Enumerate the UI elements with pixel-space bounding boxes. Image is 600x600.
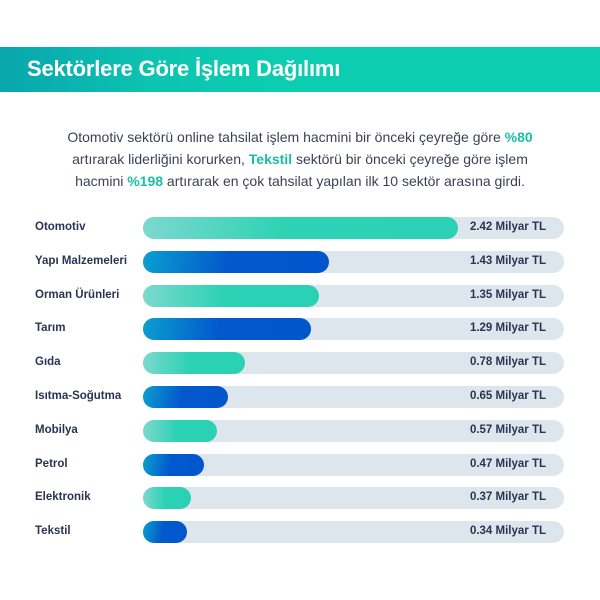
bar-category-label: Otomotiv [35, 221, 86, 233]
bar-value-label: 0.65 Milyar TL [469, 390, 546, 402]
highlight-tekstil: Tekstil [248, 151, 293, 167]
intro-paragraph: Otomotiv sektörü online tahsilat işlem h… [60, 126, 540, 192]
bar-row: Mobilya 0.57 Milyar TL [0, 419, 600, 442]
bar-track: 0.78 Milyar TL [143, 352, 564, 375]
bar-track: 0.37 Milyar TL [143, 487, 564, 510]
bar-category-label: Tekstil [35, 525, 71, 538]
bar-value-label: 0.78 Milyar TL [469, 356, 546, 369]
bar-fill [143, 217, 458, 239]
bar-fill [143, 386, 228, 408]
bar-track: 1.29 Milyar TL [143, 318, 564, 341]
bar-category-label: Tarım [35, 322, 66, 335]
bar-category-label: Gıda [35, 356, 61, 369]
bar-fill [143, 352, 245, 375]
bar-row: Elektronik 0.37 Milyar TL [0, 487, 600, 510]
bar-row: Gıda 0.78 Milyar TL [0, 352, 600, 375]
title-banner: Sektörlere Göre İşlem Dağılımı [0, 47, 600, 92]
bar-fill [143, 284, 319, 307]
intro-text: artırarak liderliğini korurken, [72, 151, 249, 167]
bar-value-label: 0.47 Milyar TL [469, 457, 546, 470]
bar-category-label: Isıtma-Soğutma [35, 390, 122, 402]
bar-category-label: Yapı Malzemeleri [35, 254, 128, 267]
bar-category-label: Orman Ürünleri [35, 288, 120, 301]
bar-track: 0.47 Milyar TL [143, 453, 564, 476]
bar-value-label: 1.43 Milyar TL [469, 254, 546, 267]
bar-fill [143, 419, 218, 442]
bar-value-label: 2.42 Milyar TL [469, 221, 546, 233]
bar-row: Orman Ürünleri 1.35 Milyar TL [0, 284, 600, 307]
bar-row: Isıtma-Soğutma 0.65 Milyar TL [0, 386, 600, 408]
bar-fill [143, 487, 192, 510]
highlight-otomotiv-growth: %80 [504, 129, 533, 145]
bar-category-label: Mobilya [35, 423, 78, 436]
bar-fill [143, 318, 311, 341]
bar-fill [143, 250, 330, 273]
bar-row: Otomotiv 2.42 Milyar TL [0, 217, 600, 239]
bar-fill [143, 521, 188, 544]
bar-track: 0.65 Milyar TL [143, 386, 564, 408]
highlight-tekstil-growth: %198 [127, 173, 164, 189]
bar-track: 0.34 Milyar TL [143, 521, 564, 544]
bar-row: Tekstil 0.34 Milyar TL [0, 521, 600, 544]
intro-text: Otomotiv sektörü online tahsilat işlem h… [67, 129, 505, 145]
page-title: Sektörlere Göre İşlem Dağılımı [27, 56, 341, 81]
bar-category-label: Petrol [35, 457, 68, 470]
bar-track: 1.35 Milyar TL [143, 284, 564, 307]
bar-value-label: 0.57 Milyar TL [469, 423, 546, 436]
bar-row: Yapı Malzemeleri 1.43 Milyar TL [0, 250, 600, 273]
bar-track: 1.43 Milyar TL [143, 250, 564, 273]
bar-track: 2.42 Milyar TL [143, 217, 564, 239]
bar-row: Petrol 0.47 Milyar TL [0, 453, 600, 476]
bar-row: Tarım 1.29 Milyar TL [0, 318, 600, 341]
bar-value-label: 1.35 Milyar TL [469, 288, 546, 301]
bar-category-label: Elektronik [35, 491, 91, 504]
bar-fill [143, 453, 205, 476]
intro-text: artırarak en çok tahsilat yapılan ilk 10… [163, 173, 525, 189]
bar-track: 0.57 Milyar TL [143, 419, 564, 442]
bar-value-label: 1.29 Milyar TL [469, 322, 546, 335]
intro-text: sektörü bir önceki çeyreğe göre işlem ha… [75, 151, 528, 189]
bar-value-label: 0.34 Milyar TL [469, 525, 546, 538]
bar-value-label: 0.37 Milyar TL [469, 491, 546, 504]
